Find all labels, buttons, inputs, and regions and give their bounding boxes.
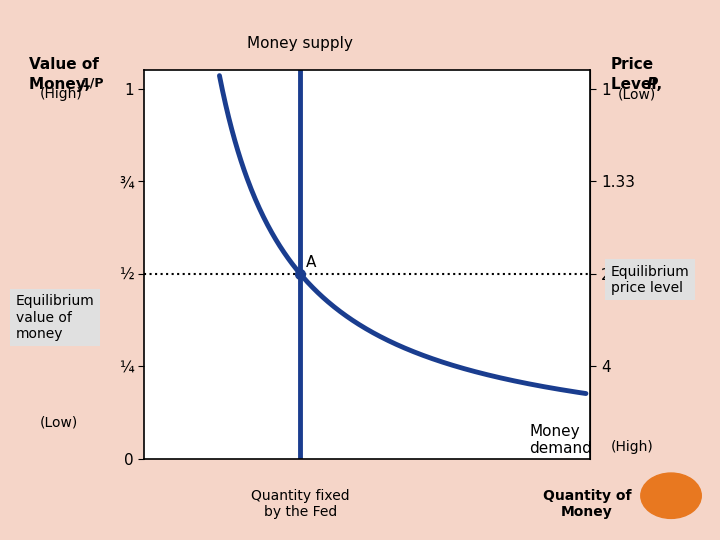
Text: (High): (High) [40,87,82,102]
Text: Equilibrium
value of
money: Equilibrium value of money [16,294,94,341]
Text: P: P [647,77,657,92]
Text: Price: Price [611,57,654,72]
Text: (Low): (Low) [40,415,78,429]
Text: Money
demand: Money demand [529,424,592,456]
Text: 1/P: 1/P [81,77,104,90]
Text: (Low): (Low) [618,87,656,102]
Text: Quantity of
Money: Quantity of Money [543,489,631,519]
Text: Value of: Value of [29,57,99,72]
Text: A: A [306,255,316,270]
Text: Money,: Money, [29,77,95,92]
Text: Money supply: Money supply [247,36,354,51]
Text: Quantity fixed
by the Fed: Quantity fixed by the Fed [251,489,349,519]
Text: Level,: Level, [611,77,667,92]
Text: Equilibrium
price level: Equilibrium price level [611,265,689,295]
Text: (High): (High) [611,440,653,454]
